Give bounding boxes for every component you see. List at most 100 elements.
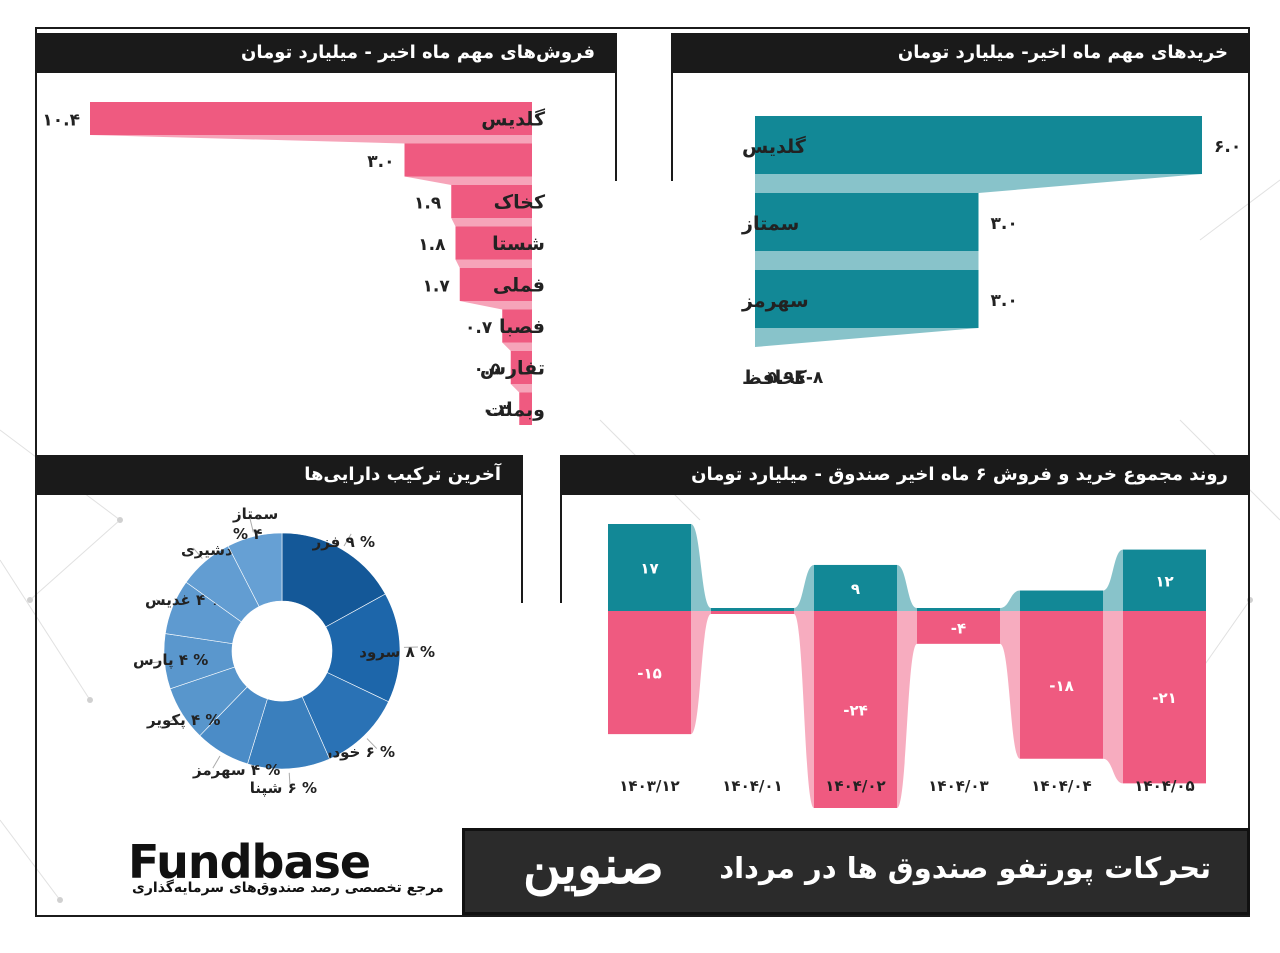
- purchases-panel-divider: [671, 33, 673, 181]
- footer-banner: تحرکات پورتفو صندوق ها در مرداد صنوین: [462, 828, 1250, 915]
- donut-slice-label: % ۶ شپنا: [250, 779, 317, 798]
- trend-sell-bar: [917, 611, 1000, 644]
- trend-buy-connector: [1000, 590, 1020, 611]
- trend-buy-bar: [1020, 590, 1103, 611]
- trend-x-tick-label: ۱۴۰۴/۰۲: [825, 777, 885, 795]
- purchases-bar-connector: [755, 174, 1202, 193]
- sales-bar-connector: [455, 259, 532, 268]
- purchases-bar-connector: [755, 251, 979, 270]
- purchases-value-label: ۵.۹E-۸: [767, 368, 824, 388]
- logo-tagline: مرجع تخصصی رصد صندوق‌های سرمایه‌گذاری: [132, 880, 444, 896]
- sales-category-label: گلدیس: [481, 108, 546, 131]
- purchases-bar-connector: [755, 328, 979, 347]
- composition-panel-divider: [521, 455, 523, 603]
- trend-sell-bar: [1020, 611, 1103, 759]
- purchases-value-label: ۳.۰: [991, 214, 1018, 234]
- composition-panel-title: آخرین ترکیب دارایی‌ها: [35, 455, 523, 495]
- page-title: تحرکات پورتفو صندوق ها در مرداد: [719, 851, 1211, 885]
- trend-sell-bar: [711, 611, 794, 614]
- purchases-category-label: گلدیس: [742, 135, 807, 158]
- donut-slice-label: % ۴: [233, 525, 262, 543]
- donut-leader-line: [155, 599, 170, 606]
- composition-donut-chart: % ۹ فزر % ۸ سرود % ۶ خودرو % ۶ شپنا% ۴ سهرم…: [133, 505, 435, 798]
- trend-x-tick-label: ۱۴۰۴/۰۵: [1134, 777, 1194, 795]
- sales-bar: [455, 226, 532, 260]
- trend-sell-connector: [897, 611, 917, 808]
- sales-value-label: ۱۰.۴: [42, 111, 80, 131]
- trend-sell-value-label: -۴: [951, 619, 966, 637]
- trend-sell-bar: [608, 611, 691, 735]
- trend-buy-bar: [814, 564, 897, 611]
- sales-value-label: ۱.۸: [418, 235, 446, 255]
- trend-x-tick-label: ۱۴۰۴/۰۴: [1031, 777, 1091, 795]
- donut-leader-line: [288, 772, 291, 787]
- purchases-category-label: سمتاز: [741, 213, 799, 235]
- sales-bar-connector: [90, 135, 532, 144]
- trend-buy-connector: [691, 524, 711, 611]
- sales-panel-title: فروش‌های مهم ماه اخیر - میلیارد تومان: [35, 33, 617, 73]
- trend-buy-connector: [1103, 549, 1123, 611]
- trend-sell-connector: [1103, 611, 1123, 784]
- donut-slice-label: % ۴ پکویر: [146, 711, 220, 730]
- donut-slice-label: سمتاز: [232, 505, 278, 523]
- donut-leader-line: [146, 661, 161, 664]
- purchases-value-label: ۳.۰: [991, 291, 1018, 311]
- sales-category-label: وبملت: [485, 399, 545, 421]
- donut-leader-line: [166, 715, 180, 725]
- sales-category-label: فملی: [493, 275, 545, 297]
- sales-category-label: شستا: [492, 233, 545, 255]
- purchases-bar: [755, 116, 1202, 174]
- donut-leader-line: [249, 518, 254, 533]
- purchases-category-label: کحافظ: [742, 367, 808, 389]
- donut-leader-line: [212, 755, 221, 769]
- trend-buy-bar: [917, 608, 1000, 611]
- sales-bar-connector: [502, 342, 532, 351]
- trend-buy-bar: [1123, 549, 1206, 611]
- purchases-category-label: سهرمز: [741, 290, 809, 312]
- trend-x-tick-label: ۱۴۰۴/۰۳: [928, 777, 988, 795]
- sales-value-label: ۳.۰: [367, 152, 394, 172]
- donut-leader-line: [192, 547, 203, 559]
- trend-sell-connector: [794, 611, 814, 808]
- trend-panel-title: روند مجموع خرید و فروش ۶ ماه اخیر صندوق …: [560, 455, 1250, 495]
- purchases-value-label: ۶.۰: [1214, 137, 1241, 157]
- fund-name: صنوین: [523, 835, 664, 896]
- trend-buy-connector: [897, 564, 917, 611]
- trend-sell-value-label: -۲۱: [1152, 689, 1177, 707]
- donut-slice: [227, 532, 283, 607]
- sales-bar-connector: [451, 218, 532, 227]
- sales-bar: [510, 351, 532, 384]
- trend-bar-chart: ۱۷ ۹ ۱۲ -۱۵ -۲۴ -۴ -۱۸ -۲۱ ۱۴۰۳/۱۲ ۱۴۰۴/۰۱ ۱۴۰۴/۰۲…: [608, 524, 1206, 808]
- sales-bar: [502, 309, 532, 343]
- purchases-bar: [755, 270, 979, 328]
- trend-buy-bar: [608, 524, 691, 611]
- sales-bar-connector: [510, 384, 532, 393]
- trend-buy-bar: [711, 608, 794, 611]
- donut-slice-label: % ۸ سرود: [359, 643, 435, 661]
- trend-panel-divider: [560, 455, 562, 603]
- donut-leader-line: [366, 738, 378, 749]
- donut-slice-label: % ۴ پارس: [133, 651, 208, 670]
- sales-category-label: فصبا: [499, 316, 545, 338]
- sales-bar: [451, 185, 532, 218]
- trend-sell-value-label: -۱۸: [1049, 677, 1074, 695]
- trend-sell-value-label: -۱۵: [637, 665, 662, 683]
- sales-bar-connector: [459, 301, 532, 310]
- sales-bar: [404, 143, 532, 177]
- donut-slice-label: % ۹ فزر: [312, 533, 375, 551]
- sales-panel-divider: [615, 33, 617, 181]
- sales-bar: [90, 102, 532, 135]
- trend-sell-value-label: -۲۴: [843, 702, 868, 720]
- sales-value-label: ۱.۹: [414, 194, 442, 214]
- sales-category-label: تفارس: [480, 358, 545, 380]
- trend-x-tick-label: ۱۴۰۳/۱۲: [619, 777, 679, 795]
- donut-leader-line: [343, 533, 352, 547]
- sales-value-label: ۱.۷: [423, 277, 451, 297]
- purchases-bar: [755, 193, 979, 251]
- trend-sell-bar: [1123, 611, 1206, 784]
- sales-category-label: کخاک: [494, 192, 546, 214]
- donut-slice-label: % ۴ سهرمز: [192, 761, 280, 779]
- sales-bar: [459, 268, 532, 301]
- donut-slice-label: % ۶ خودرو: [313, 743, 395, 761]
